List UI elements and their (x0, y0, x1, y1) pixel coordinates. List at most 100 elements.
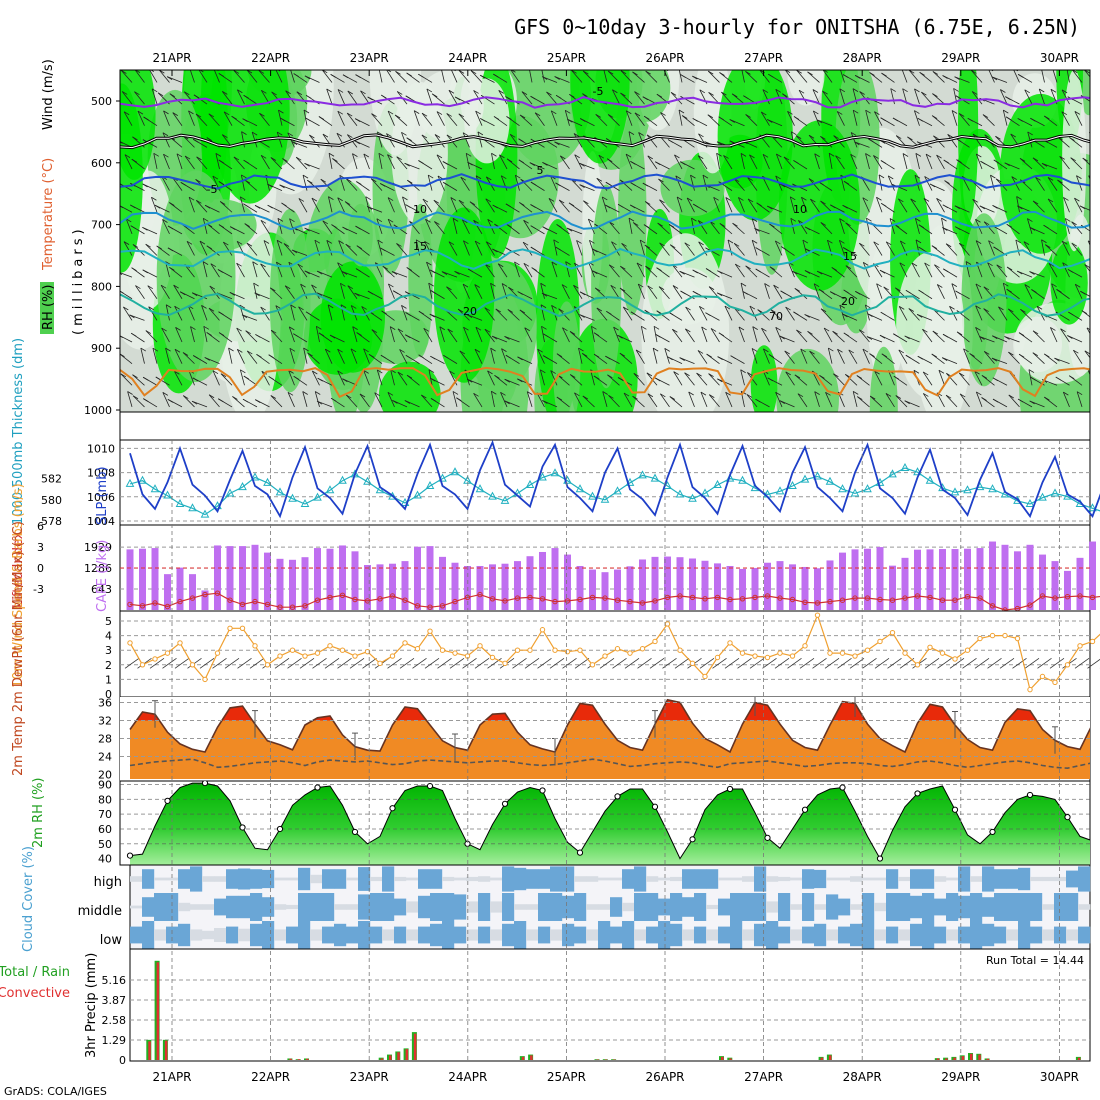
wind-barb-flag (473, 219, 479, 224)
wind-barb-flag (685, 306, 691, 311)
wind-barb (869, 395, 883, 408)
wind-barb-flag (833, 135, 839, 139)
wind-barb-flag (167, 225, 174, 230)
wind-barb-flag (316, 270, 323, 275)
wind-barb-flag (380, 247, 386, 252)
wind-10m-label: 10m Wind Speed & Barbs (m/s) (11, 483, 26, 688)
lifted-index-point (539, 596, 546, 602)
cloud-cell (862, 893, 875, 921)
wind-barb (1027, 218, 1033, 234)
wind-barb-flag (449, 370, 455, 375)
cape-bar (651, 556, 659, 610)
cloud-cell (1018, 893, 1031, 921)
wind-barb (182, 135, 195, 148)
wind-barb-flag (975, 240, 982, 244)
wind-barb-flag (942, 227, 948, 231)
wind-barb-flag (853, 109, 859, 114)
lifted-index-point (689, 594, 696, 601)
wind-barb-flag (381, 94, 387, 99)
bottom-date-label: 26APR (645, 1070, 684, 1084)
wind-tick: 5 (105, 615, 112, 628)
isotherm-zero-inner (120, 134, 1090, 149)
wind-barb (441, 70, 445, 83)
wind-barb-flag (157, 92, 164, 97)
wind-barb (469, 201, 483, 213)
wind-barb (182, 395, 195, 408)
wind-barb-flag (202, 261, 209, 265)
cloud-cell (370, 926, 383, 944)
wind-barb-flag (634, 91, 640, 95)
cloud-cell (586, 904, 599, 910)
wind-barb (573, 262, 583, 278)
wind-barb-flag (268, 354, 274, 359)
day-gridlines (171, 70, 1060, 1060)
wind-barb (800, 348, 808, 364)
wind-barb (832, 330, 845, 343)
cloud-cell (1018, 921, 1031, 949)
cape-bar (401, 561, 409, 610)
wind-barb-flag (1006, 223, 1012, 228)
cloud-cell (586, 876, 599, 882)
wind-barb-flag (387, 218, 394, 223)
wind-barb (763, 348, 770, 364)
wind-barb (497, 263, 508, 278)
wind-barb-flag (236, 327, 242, 332)
wind-barb (741, 70, 745, 83)
thickness-point (813, 471, 822, 480)
cape-label: CAPE (J/kg) (95, 540, 110, 612)
cape-bar (1051, 561, 1059, 610)
wind-barb-flag (610, 284, 617, 289)
total-rain-label: Total / Rain (0, 965, 70, 980)
wind-barb (908, 308, 920, 321)
wind-barb (945, 243, 958, 256)
wind-barb-flag (517, 378, 523, 383)
chart-title: GFS 0~10day 3-hourly for ONITSHA (6.75E,… (514, 15, 1080, 39)
wind-barb (808, 178, 820, 191)
wind-barb (1029, 271, 1045, 278)
wind-barb-flag (652, 347, 659, 352)
wind-barb-flag (191, 400, 198, 405)
wind-barb-flag (223, 111, 230, 116)
cape-bar (751, 567, 759, 610)
wind-barb-flag (448, 89, 455, 94)
wind-barb (244, 223, 258, 235)
wind-barb-flag (212, 370, 219, 375)
thickness-point (300, 498, 310, 508)
wind-barb-flag (971, 91, 978, 95)
wind-barb-flag (328, 152, 335, 157)
wind-barb (270, 329, 283, 343)
wind-barb-flag (312, 370, 318, 375)
wind-barb-flag (1074, 197, 1080, 202)
wind-barb-flag (270, 395, 276, 399)
wind-barb-flag (902, 88, 908, 93)
wind-barb-flag (842, 74, 849, 78)
wind-barb-flag (883, 286, 889, 291)
cape-tick: 643 (91, 583, 112, 596)
wind-barb-flag (243, 159, 249, 164)
slp-tick: 1006 (87, 491, 115, 504)
cloud-cell (646, 926, 659, 944)
cloud-cell (466, 929, 479, 941)
wind-barb-flag (918, 224, 925, 229)
cloud-cell (778, 926, 791, 944)
wind-label: Wind (m/s) (41, 59, 56, 130)
wind-barb-flag (924, 262, 930, 267)
cape-bar (1089, 541, 1096, 610)
wind-barb (448, 90, 458, 105)
wind-barb (253, 283, 258, 299)
wind-barb-flag (533, 70, 534, 71)
cloud-cell (154, 877, 167, 881)
wind-barb-flag (591, 325, 597, 330)
wind-barb-flag (124, 154, 131, 158)
wind-barb-flag (874, 370, 880, 375)
surface-wind-barb (987, 658, 1002, 669)
wind-barb-flag (574, 392, 580, 397)
temperature-tick: 20 (98, 769, 112, 782)
wind-barb-flag (361, 306, 367, 310)
wind-barb (854, 141, 870, 148)
wind-barb-flag (565, 261, 571, 265)
wind-barb-flag (931, 353, 937, 358)
wind-barb (770, 309, 783, 321)
wind-barb (645, 265, 658, 278)
